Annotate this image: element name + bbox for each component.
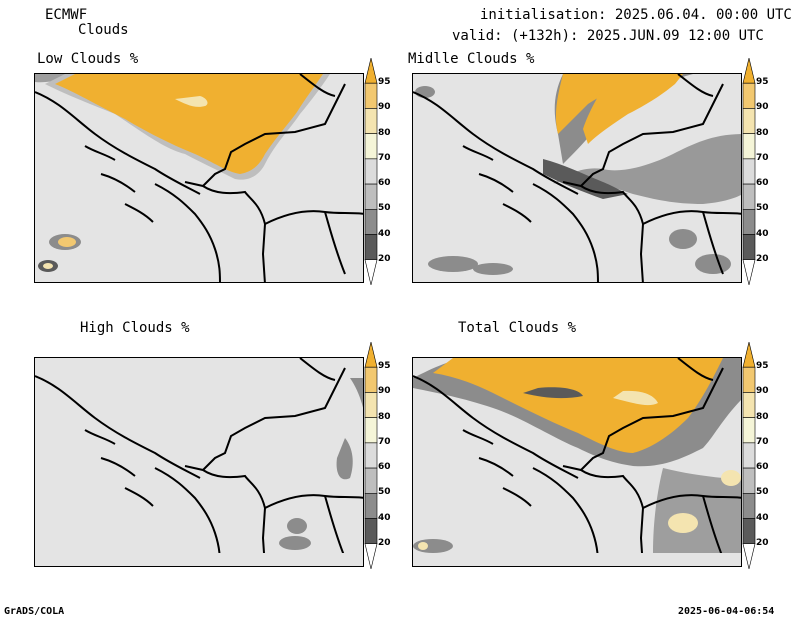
colorbar-swatch	[742, 392, 756, 418]
colorbar-level-label: 80	[378, 127, 391, 138]
colorbar-level-label: 90	[378, 102, 391, 113]
colorbar-graphic	[742, 342, 756, 570]
colorbar-swatch	[742, 82, 756, 109]
colorbar-swatch	[364, 442, 378, 469]
colorbar-swatch	[364, 543, 378, 570]
colorbar-middle-clouds: 95 90 80 70 60 50 40 20	[742, 58, 782, 298]
colorbar-swatch	[742, 493, 756, 519]
map-middle-clouds	[412, 73, 742, 283]
colorbar-level-label: 80	[378, 411, 391, 422]
valid-time-label: valid: (+132h): 2025.JUN.09 12:00 UTC	[452, 28, 764, 44]
colorbar-graphic	[364, 58, 378, 286]
country-borders	[413, 358, 741, 553]
colorbar-level-label: 95	[378, 77, 391, 88]
colorbar-graphic	[364, 342, 378, 570]
panel-title-high-clouds: High Clouds %	[80, 320, 190, 336]
colorbar-swatch	[364, 58, 378, 84]
colorbar-swatch	[364, 209, 378, 235]
model-label: ECMWF	[45, 7, 88, 23]
colorbar-level-label: 60	[756, 178, 769, 189]
colorbar-swatch	[364, 392, 378, 418]
colorbar-low-clouds: 95 90 80 70 60 50 40 20	[364, 58, 404, 298]
colorbar-swatch	[364, 133, 378, 160]
colorbar-level-label: 50	[756, 203, 769, 214]
footer-timestamp-label: 2025-06-04-06:54	[678, 606, 775, 617]
colorbar-swatch	[364, 518, 378, 545]
colorbar-swatch	[742, 108, 756, 134]
colorbar-swatch	[742, 259, 756, 286]
cloud-field	[413, 358, 741, 553]
colorbar-swatch	[742, 543, 756, 570]
map-total-clouds	[412, 357, 742, 567]
initialisation-label: initialisation: 2025.06.04. 00:00 UTC	[480, 7, 792, 23]
colorbar-swatch	[742, 209, 756, 235]
colorbar-swatch	[364, 467, 378, 494]
colorbar-level-label: 60	[378, 462, 391, 473]
colorbar-swatch	[742, 183, 756, 210]
colorbar-swatch	[364, 342, 378, 368]
cloud-field	[279, 378, 363, 550]
colorbar-level-label: 40	[378, 512, 391, 523]
colorbar-level-label: 70	[378, 436, 391, 447]
colorbar-swatch	[364, 82, 378, 109]
colorbar-swatch	[742, 467, 756, 494]
cloud-field	[415, 74, 741, 275]
colorbar-level-label: 60	[756, 462, 769, 473]
panel-title-low-clouds: Low Clouds %	[37, 51, 139, 67]
map-high-clouds	[34, 357, 364, 567]
colorbar-swatch	[364, 417, 378, 444]
colorbar-swatch	[742, 366, 756, 393]
colorbar-level-label: 20	[378, 253, 391, 264]
colorbar-swatch	[364, 366, 378, 393]
colorbar-level-label: 50	[756, 487, 769, 498]
country-borders	[35, 358, 363, 553]
colorbar-graphic	[742, 58, 756, 286]
colorbar-level-label: 40	[378, 228, 391, 239]
colorbar-level-label: 70	[756, 436, 769, 447]
country-borders	[35, 74, 363, 282]
colorbar-level-label: 95	[378, 361, 391, 372]
cloud-field	[35, 74, 330, 272]
colorbar-swatch	[742, 133, 756, 160]
panel-title-middle-clouds: Midlle Clouds %	[408, 51, 535, 67]
colorbar-level-label: 40	[756, 512, 769, 523]
colorbar-level-label: 50	[378, 203, 391, 214]
colorbar-swatch	[742, 342, 756, 368]
colorbar-level-label: 80	[756, 411, 769, 422]
colorbar-level-label: 70	[378, 152, 391, 163]
colorbar-level-label: 90	[378, 386, 391, 397]
colorbar-swatch	[364, 108, 378, 134]
colorbar-swatch	[364, 158, 378, 185]
product-label: Clouds	[78, 22, 129, 38]
colorbar-level-label: 50	[378, 487, 391, 498]
map-low-clouds	[34, 73, 364, 283]
colorbar-swatch	[742, 417, 756, 444]
colorbar-swatch	[364, 493, 378, 519]
panel-title-total-clouds: Total Clouds %	[458, 320, 577, 336]
colorbar-level-label: 20	[378, 537, 391, 548]
colorbar-level-label: 95	[756, 361, 769, 372]
colorbar-level-label: 40	[756, 228, 769, 239]
footer-software-label: GrADS/COLA	[4, 606, 65, 617]
colorbar-swatch	[364, 259, 378, 286]
colorbar-swatch	[364, 183, 378, 210]
colorbar-swatch	[364, 234, 378, 261]
colorbar-swatch	[742, 158, 756, 185]
colorbar-swatch	[742, 442, 756, 469]
colorbar-high-clouds: 95 90 80 70 60 50 40 20	[364, 342, 404, 582]
colorbar-level-label: 90	[756, 102, 769, 113]
colorbar-level-label: 60	[378, 178, 391, 189]
colorbar-level-label: 20	[756, 253, 769, 264]
colorbar-swatch	[742, 234, 756, 261]
colorbar-swatch	[742, 518, 756, 545]
colorbar-level-label: 90	[756, 386, 769, 397]
colorbar-level-label: 95	[756, 77, 769, 88]
country-borders	[413, 74, 741, 282]
colorbar-level-label: 80	[756, 127, 769, 138]
colorbar-swatch	[742, 58, 756, 84]
colorbar-level-label: 70	[756, 152, 769, 163]
colorbar-level-label: 20	[756, 537, 769, 548]
colorbar-total-clouds: 95 90 80 70 60 50 40 20	[742, 342, 782, 582]
